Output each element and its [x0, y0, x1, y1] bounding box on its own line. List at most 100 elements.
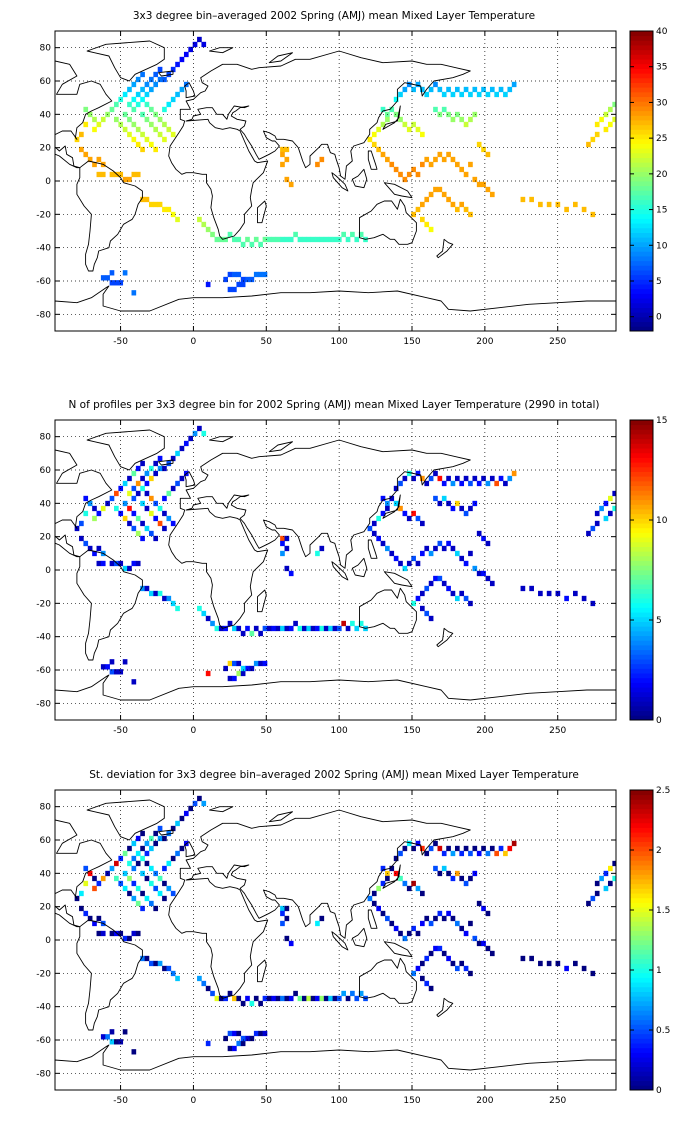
data-cell: [258, 630, 263, 637]
y-tick-label: 40: [40, 869, 52, 879]
data-cell: [612, 116, 616, 123]
data-cell: [109, 171, 115, 178]
x-tick-label: 150: [403, 726, 420, 736]
data-cell: [131, 930, 137, 937]
data-cell: [100, 275, 106, 281]
data-cell: [446, 585, 451, 592]
data-cell: [476, 141, 482, 148]
x-tick-label: 0: [191, 726, 197, 736]
data-cell: [96, 510, 102, 517]
colorbar-segment: [630, 921, 653, 927]
coastline-antarctica: [55, 1044, 616, 1090]
y-tick-label: -20: [36, 210, 51, 220]
data-cell: [350, 231, 355, 238]
data-cell: [232, 675, 237, 682]
data-cell: [594, 890, 600, 897]
data-cell: [100, 664, 106, 670]
colorbar-segment: [630, 293, 653, 299]
data-cell: [227, 271, 233, 278]
data-cell: [114, 560, 119, 567]
data-cell: [385, 116, 390, 123]
x-tick-label: 150: [403, 337, 420, 347]
data-cell: [96, 156, 102, 163]
coastline-nz: [436, 238, 454, 259]
data-cell: [236, 1030, 242, 1037]
data-cell: [284, 545, 290, 552]
colorbar-segment: [630, 480, 653, 487]
colorbar-segment: [630, 663, 653, 669]
colorbar-segment: [630, 54, 653, 60]
data-cell: [481, 570, 486, 577]
data-cell: [135, 490, 141, 497]
data-cell: [280, 550, 285, 557]
data-cell: [118, 171, 124, 178]
chart-panel-2: -50 0 50 100 150 200 250806040200-20-40-60-80N…: [36, 399, 667, 736]
data-cell: [205, 985, 211, 992]
data-cell: [603, 870, 609, 877]
data-cell: [380, 880, 386, 887]
data-cell: [240, 1035, 246, 1042]
colorbar-segment: [630, 124, 653, 130]
data-cell: [148, 530, 154, 537]
colorbar-segment: [630, 1061, 653, 1067]
data-cell: [454, 595, 460, 602]
data-cell: [144, 955, 150, 962]
data-cell: [92, 161, 97, 168]
data-cell: [498, 475, 504, 482]
coastline-namerica: [55, 449, 113, 558]
data-cell: [459, 480, 465, 487]
data-cell: [586, 530, 591, 537]
data-cell: [105, 1034, 110, 1040]
coastline-newguinea: [383, 182, 413, 199]
data-cell: [420, 520, 425, 527]
data-cell: [140, 111, 145, 118]
colorbar-segment: [630, 850, 653, 857]
data-cell: [210, 990, 215, 997]
colorbar-segment: [630, 977, 653, 983]
data-cell: [183, 440, 189, 447]
data-cell: [371, 131, 377, 138]
data-cell: [380, 121, 386, 128]
data-cell: [258, 660, 263, 667]
x-tick-label: 100: [331, 726, 348, 736]
colorbar-segment: [630, 1057, 653, 1063]
colorbar-tick-label: 0: [656, 313, 662, 323]
data-cell: [205, 281, 211, 288]
data-cell: [402, 475, 408, 482]
data-cell: [162, 206, 167, 213]
data-cell: [459, 875, 465, 882]
colorbar-segment: [630, 73, 653, 79]
data-cell: [546, 201, 552, 208]
data-cell: [420, 590, 425, 597]
data-cell: [389, 865, 395, 872]
data-cell: [406, 126, 412, 133]
x-tick-label: 200: [476, 337, 493, 347]
data-cell: [157, 201, 163, 208]
colorbar-segment: [630, 668, 653, 674]
colorbar-segment: [630, 602, 653, 608]
data-cell: [420, 216, 425, 223]
y-tick-label: 80: [40, 44, 52, 54]
colorbar-segment: [630, 687, 653, 693]
data-cell: [144, 505, 150, 512]
data-cell: [472, 935, 478, 942]
data-cell: [485, 480, 491, 487]
colorbar-segment: [630, 204, 653, 210]
coastline-borneo: [351, 168, 368, 189]
coastline-philippines: [367, 150, 378, 170]
data-cell: [249, 665, 255, 672]
data-cell: [389, 550, 395, 557]
data-cell: [223, 995, 228, 1002]
colorbar-segment: [630, 138, 653, 144]
data-cell: [131, 880, 137, 887]
data-cell: [454, 965, 460, 972]
data-cell: [402, 121, 408, 128]
coastline-namerica: [55, 819, 113, 928]
colorbar-segment: [630, 223, 653, 229]
data-cell: [262, 625, 268, 632]
colorbar-tick-label: 40: [656, 27, 668, 37]
data-cell: [529, 196, 534, 203]
data-cell: [192, 41, 198, 48]
data-cell: [454, 920, 460, 927]
data-cell: [398, 171, 403, 178]
